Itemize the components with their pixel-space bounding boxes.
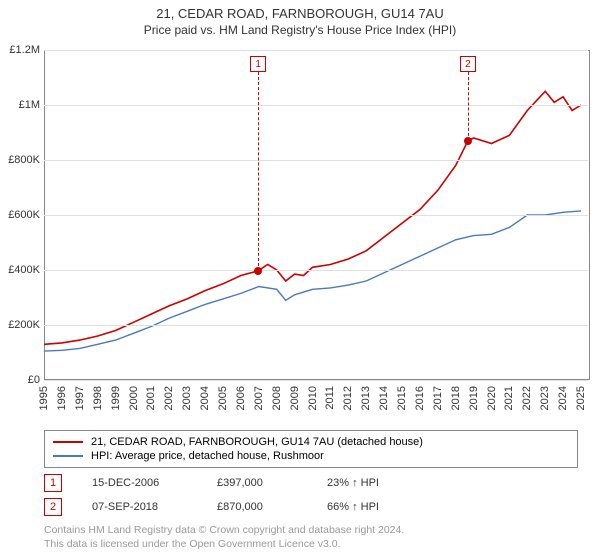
gridline [44, 105, 588, 106]
legend-swatch [53, 455, 83, 457]
x-tick-label: 1996 [56, 386, 68, 410]
legend-swatch [53, 441, 83, 443]
sale-price: £397,000 [217, 477, 297, 489]
y-tick-label: £400K [0, 264, 40, 276]
x-tick-label: 2014 [378, 386, 390, 410]
x-tick-label: 1998 [92, 386, 104, 410]
y-tick-label: £1M [0, 99, 40, 111]
gridline [44, 160, 588, 161]
chart-title: 21, CEDAR ROAD, FARNBOROUGH, GU14 7AU [0, 0, 600, 21]
x-tick-label: 2015 [396, 386, 408, 410]
sale-number-box: 2 [44, 498, 62, 516]
legend-item: 21, CEDAR ROAD, FARNBOROUGH, GU14 7AU (d… [53, 435, 569, 449]
x-tick-label: 2025 [575, 386, 587, 410]
plot-area: £0£200K£400K£600K£800K£1M£1.2M1995199619… [44, 50, 590, 380]
x-tick-label: 2020 [486, 386, 498, 410]
x-tick-label: 2002 [163, 386, 175, 410]
x-tick-label: 2000 [128, 386, 140, 410]
x-tick-label: 2024 [557, 386, 569, 410]
y-tick-label: £0 [0, 374, 40, 386]
gridline [44, 270, 588, 271]
x-tick-label: 1997 [74, 386, 86, 410]
x-tick-label: 2013 [360, 386, 372, 410]
sale-dot [464, 137, 472, 145]
sale-delta: 66% ↑ HPI [327, 501, 379, 513]
x-tick-label: 1995 [38, 386, 50, 410]
x-tick-label: 2011 [324, 386, 336, 410]
x-tick-label: 2018 [450, 386, 462, 410]
x-tick-label: 2005 [217, 386, 229, 410]
legend-label: 21, CEDAR ROAD, FARNBOROUGH, GU14 7AU (d… [91, 436, 423, 448]
gridline [44, 215, 588, 216]
x-tick-label: 2008 [271, 386, 283, 410]
sale-vline [258, 72, 259, 271]
attribution: Contains HM Land Registry data © Crown c… [44, 524, 590, 551]
x-tick-label: 2021 [503, 386, 515, 410]
x-tick-label: 2019 [468, 386, 480, 410]
x-tick-label: 2012 [342, 386, 354, 410]
sale-row: 1 15-DEC-2006 £397,000 23% ↑ HPI [44, 474, 590, 492]
x-tick-label: 2022 [521, 386, 533, 410]
x-tick-label: 2009 [289, 386, 301, 410]
y-tick-label: £1.2M [0, 44, 40, 56]
sale-marker-box: 1 [250, 56, 266, 72]
sale-row: 2 07-SEP-2018 £870,000 66% ↑ HPI [44, 498, 590, 516]
sale-price: £870,000 [217, 501, 297, 513]
sale-date: 07-SEP-2018 [92, 501, 187, 513]
legend-item: HPI: Average price, detached house, Rush… [53, 449, 569, 463]
x-tick-label: 2017 [432, 386, 444, 410]
y-tick-label: £200K [0, 319, 40, 331]
chart-container: 21, CEDAR ROAD, FARNBOROUGH, GU14 7AU Pr… [0, 0, 600, 560]
attr-line: This data is licensed under the Open Gov… [44, 538, 590, 552]
gridline [44, 325, 588, 326]
x-tick-label: 2010 [307, 386, 319, 410]
x-tick-label: 1999 [110, 386, 122, 410]
legend: 21, CEDAR ROAD, FARNBOROUGH, GU14 7AU (d… [44, 430, 578, 468]
series-line [44, 211, 581, 351]
x-tick-label: 2023 [539, 386, 551, 410]
attr-line: Contains HM Land Registry data © Crown c… [44, 524, 590, 538]
sale-number-box: 1 [44, 474, 62, 492]
sale-delta: 23% ↑ HPI [327, 477, 379, 489]
x-tick-label: 2016 [414, 386, 426, 410]
y-tick-label: £600K [0, 209, 40, 221]
y-tick-label: £800K [0, 154, 40, 166]
sale-marker-box: 2 [460, 56, 476, 72]
sale-vline [468, 72, 469, 141]
footer: 21, CEDAR ROAD, FARNBOROUGH, GU14 7AU (d… [44, 430, 590, 551]
x-tick-label: 2001 [145, 386, 157, 410]
x-tick-label: 2007 [253, 386, 265, 410]
series-line [44, 91, 581, 344]
sale-date: 15-DEC-2006 [92, 477, 187, 489]
legend-label: HPI: Average price, detached house, Rush… [91, 450, 324, 462]
gridline [44, 380, 588, 381]
x-tick-label: 2006 [235, 386, 247, 410]
gridline [44, 50, 588, 51]
x-tick-label: 2004 [199, 386, 211, 410]
chart-subtitle: Price paid vs. HM Land Registry's House … [0, 21, 600, 37]
x-tick-label: 2003 [181, 386, 193, 410]
sale-dot [254, 267, 262, 275]
